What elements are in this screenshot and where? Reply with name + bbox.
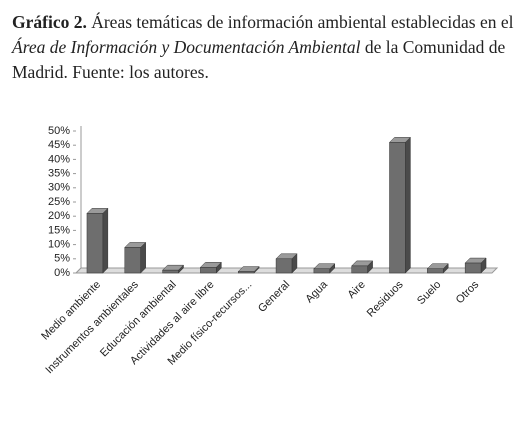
caption-label: Gráfico 2. (12, 12, 87, 32)
bar (200, 267, 217, 274)
caption-italic: Área de Información y Documentación Ambi… (12, 37, 361, 57)
x-tick-label: Otros (454, 278, 482, 306)
bar (427, 268, 444, 274)
bar (313, 268, 331, 274)
axis (75, 126, 82, 274)
bar (124, 247, 141, 274)
bar (162, 269, 179, 274)
x-tick-label: Aire (345, 279, 367, 301)
y-tick-label: 0% (54, 267, 70, 279)
caption-text: de la Comunidad de Madrid. Fuente: los a… (12, 37, 506, 82)
x-tick-label: Agua (303, 278, 330, 305)
y-tick-label: 10% (48, 239, 70, 251)
y-tick-label: 30% (48, 182, 70, 194)
x-tick-label: Residuos (365, 278, 406, 319)
bar (86, 213, 104, 274)
x-tick-label: General (256, 279, 292, 315)
caption: Gráfico 2. Áreas temáticas de informació… (12, 10, 517, 85)
y-tick-label: 5% (54, 253, 70, 265)
bar (237, 271, 255, 274)
bar (464, 262, 482, 274)
bar (389, 142, 406, 274)
y-tick-label: 35% (48, 168, 70, 180)
y-tick-label: 20% (48, 210, 70, 222)
y-tick-label: 50% (48, 125, 70, 137)
y-tick-label: 40% (48, 153, 70, 165)
bar-side (405, 136, 411, 274)
bar-side (102, 207, 109, 274)
bar (275, 258, 293, 274)
y-tick-label: 15% (48, 224, 70, 236)
x-tick-label: Suelo (415, 279, 443, 307)
y-tick-label: 25% (48, 196, 70, 208)
y-tick-label: 45% (48, 139, 70, 151)
caption-text: Áreas temáticas de información ambiental… (86, 12, 514, 32)
bar (351, 265, 368, 274)
